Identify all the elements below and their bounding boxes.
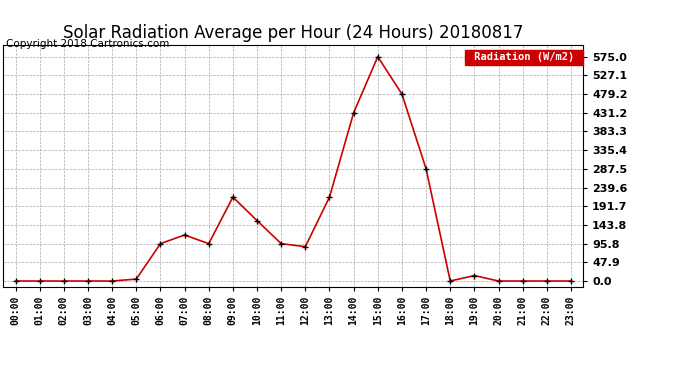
Text: Copyright 2018 Cartronics.com: Copyright 2018 Cartronics.com [6,39,169,50]
Title: Solar Radiation Average per Hour (24 Hours) 20180817: Solar Radiation Average per Hour (24 Hou… [63,24,524,42]
Text: Radiation (W/m2): Radiation (W/m2) [468,52,580,62]
